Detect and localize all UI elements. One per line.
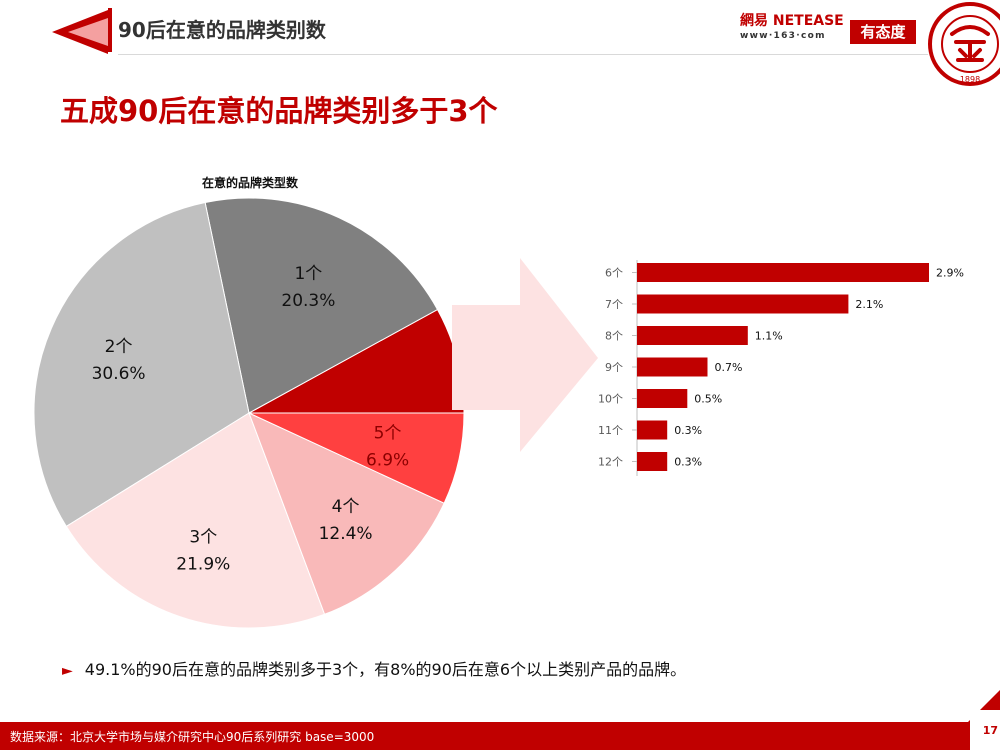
bar bbox=[637, 294, 849, 314]
pie-slice bbox=[65, 412, 326, 629]
bar-value-label: 2.1% bbox=[855, 298, 883, 311]
footer: 数据来源：北京大学市场与媒介研究中心90后系列研究 base=3000 17 bbox=[0, 710, 1000, 750]
summary-text: 49.1%的90后在意的品牌类别多于3个，有8%的90后在意6个以上类别产品的品… bbox=[84, 660, 687, 679]
pie-slice-category-label: 2个 bbox=[105, 337, 133, 357]
bar bbox=[637, 357, 708, 377]
pie-slice-category-label: 3个 bbox=[189, 527, 217, 547]
netease-logo-name: 網易 NETEASE bbox=[740, 13, 844, 29]
bar bbox=[637, 420, 668, 440]
pie-slice-value-label: 6.9% bbox=[366, 451, 409, 471]
partner-logo: 有态度 bbox=[850, 20, 916, 44]
page-number-box: 17 bbox=[970, 710, 1000, 750]
bar-category-label: 8个 bbox=[605, 330, 623, 343]
summary-bullet: ► 49.1%的90后在意的品牌类别多于3个，有8%的90后在意6个以上类别产品的… bbox=[62, 656, 686, 680]
pie-slice bbox=[248, 412, 465, 504]
pie-slice-value-label: 12.4% bbox=[319, 524, 373, 544]
bar-category-label: 10个 bbox=[598, 393, 623, 406]
netease-logo: 網易 NETEASE www·163·com bbox=[740, 10, 848, 41]
bar-value-label: 0.3% bbox=[674, 456, 702, 469]
pie-slice-value-label: 30.6% bbox=[92, 364, 146, 384]
bar-category-label: 9个 bbox=[605, 361, 623, 374]
page-number: 17 bbox=[982, 724, 998, 737]
header-arrow-icon bbox=[52, 10, 108, 54]
bar-value-label: 2.9% bbox=[936, 267, 964, 280]
bar-category-label: 6个 bbox=[605, 267, 623, 280]
pie-slice-category-label: 4个 bbox=[332, 497, 360, 517]
bullet-triangle-icon: ► bbox=[62, 663, 73, 679]
header: 90后在意的品牌类别数 網易 NETEASE www·163·com 有态度 1… bbox=[0, 0, 1000, 86]
pie-slice-value-label: 20.3% bbox=[281, 291, 335, 311]
university-seal-icon: 1898 bbox=[928, 2, 1000, 86]
callout-arrow bbox=[452, 258, 598, 452]
header-accent-bar bbox=[108, 8, 112, 52]
pie-slice-category-label: 5个 bbox=[374, 424, 402, 444]
seal-year: 1898 bbox=[960, 75, 980, 84]
bar bbox=[637, 326, 748, 345]
bar-category-label: 12个 bbox=[598, 456, 623, 469]
pie-slice bbox=[204, 197, 439, 414]
pie-slice bbox=[248, 412, 445, 615]
header-divider bbox=[118, 54, 928, 55]
bar bbox=[637, 452, 668, 471]
bar bbox=[637, 263, 929, 282]
page-section-title: 90后在意的品牌类别数 bbox=[118, 18, 326, 42]
pie-slice bbox=[33, 201, 250, 528]
bar bbox=[637, 389, 688, 408]
bar-category-label: 7个 bbox=[605, 298, 623, 311]
netease-logo-url: www·163·com bbox=[740, 31, 826, 41]
pie-slice-value-label: 21.9% bbox=[176, 554, 230, 574]
headline: 五成90后在意的品牌类别多于3个 bbox=[60, 94, 498, 128]
pie-slice-category-label: 1个 bbox=[294, 264, 322, 284]
bar-value-label: 0.7% bbox=[715, 361, 743, 374]
bar-value-label: 1.1% bbox=[755, 330, 783, 343]
bar-value-label: 0.3% bbox=[674, 424, 702, 437]
data-source: 数据来源：北京大学市场与媒介研究中心90后系列研究 base=3000 bbox=[10, 730, 375, 744]
bar-value-label: 0.5% bbox=[694, 393, 722, 406]
pie-chart-title: 在意的品牌类型数 bbox=[201, 176, 298, 190]
bar-category-label: 11个 bbox=[598, 424, 623, 437]
